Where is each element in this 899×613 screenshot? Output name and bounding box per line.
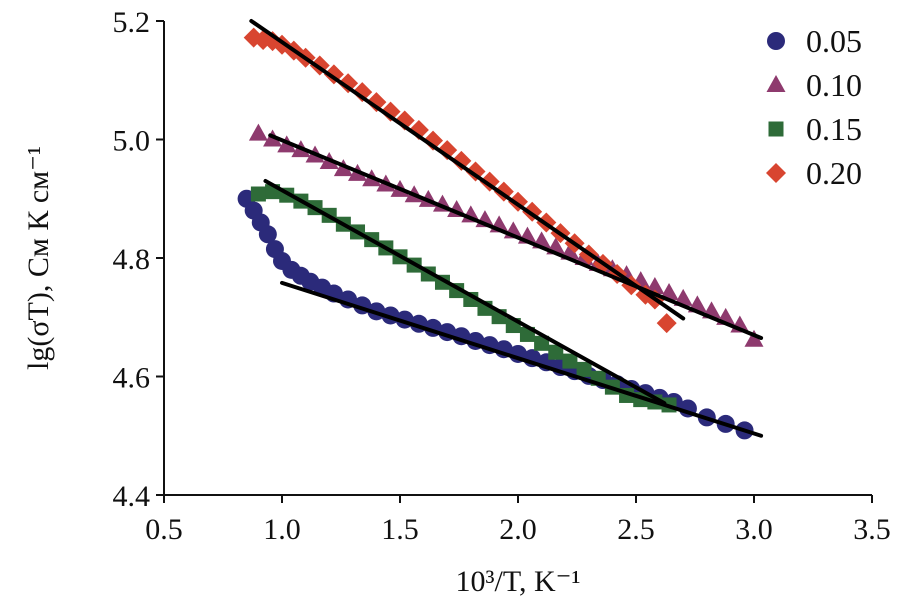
data-point-0.20 [493,181,514,202]
data-point-0.10 [744,329,764,347]
data-point-0.20 [437,140,458,161]
y-axis-title: lg(σT), См К см⁻¹ [22,146,55,370]
legend-marker-0.20 [766,163,786,183]
data-point-0.15 [534,335,550,351]
data-point-0.20 [366,92,387,113]
data-points [237,27,764,440]
data-point-0.10 [673,288,693,306]
legend-marker-0.05 [767,32,785,50]
data-point-0.15 [576,361,592,377]
axes [163,21,872,496]
legend-item-0.10: 0.10 [766,67,862,103]
x-tick-label: 3.0 [735,513,773,546]
data-point-0.10 [659,282,679,300]
data-point-0.15 [562,353,578,369]
legend-marker-0.10 [766,75,786,92]
data-point-0.20 [352,82,373,103]
legend-label: 0.15 [806,111,862,147]
y-ticks: 4.4 4.6 4.8 5.0 5.2 [113,6,164,513]
x-tick-label: 2.5 [617,513,655,546]
legend-label: 0.05 [806,23,862,59]
data-point-0.15 [250,186,266,202]
fit-0.20-line [249,19,686,321]
data-point-0.20 [656,313,677,334]
y-tick-label: 4.8 [113,243,151,276]
y-tick-label: 5.0 [113,125,151,158]
legend-item-0.15: 0.15 [768,111,862,147]
data-point-0.10 [248,123,268,141]
x-tick-label: 2.0 [499,513,537,546]
fit-0.15-line [263,178,667,406]
x-axis-title: 10³/T, K⁻¹ [456,565,581,598]
x-tick-label: 0.5 [145,513,183,546]
y-tick-label: 4.6 [113,362,151,395]
x-tick-label: 1.0 [263,513,301,546]
data-point-0.20 [451,150,472,171]
legend-marker-0.15 [768,121,784,137]
data-point-0.20 [380,101,401,122]
x-tick-label: 3.5 [853,513,891,546]
data-point-0.20 [338,73,359,94]
x-ticks: 0.5 1.0 1.5 2.0 2.5 3.0 3.5 [145,495,891,546]
fit-0.05-line [280,280,764,438]
data-point-0.05 [258,225,277,244]
legend: 0.05 0.10 0.15 0.20 [766,23,862,191]
legend-label: 0.20 [806,155,862,191]
legend-item-0.20: 0.20 [766,155,862,191]
y-tick-label: 4.4 [113,480,151,513]
fit-0.10-line [268,133,764,340]
legend-item-0.05: 0.05 [767,23,862,59]
data-point-0.15 [548,344,564,360]
data-point-0.20 [423,130,444,151]
legend-label: 0.10 [806,67,862,103]
fit-lines [249,19,764,438]
y-tick-label: 5.2 [113,6,151,39]
x-tick-label: 1.5 [381,513,419,546]
